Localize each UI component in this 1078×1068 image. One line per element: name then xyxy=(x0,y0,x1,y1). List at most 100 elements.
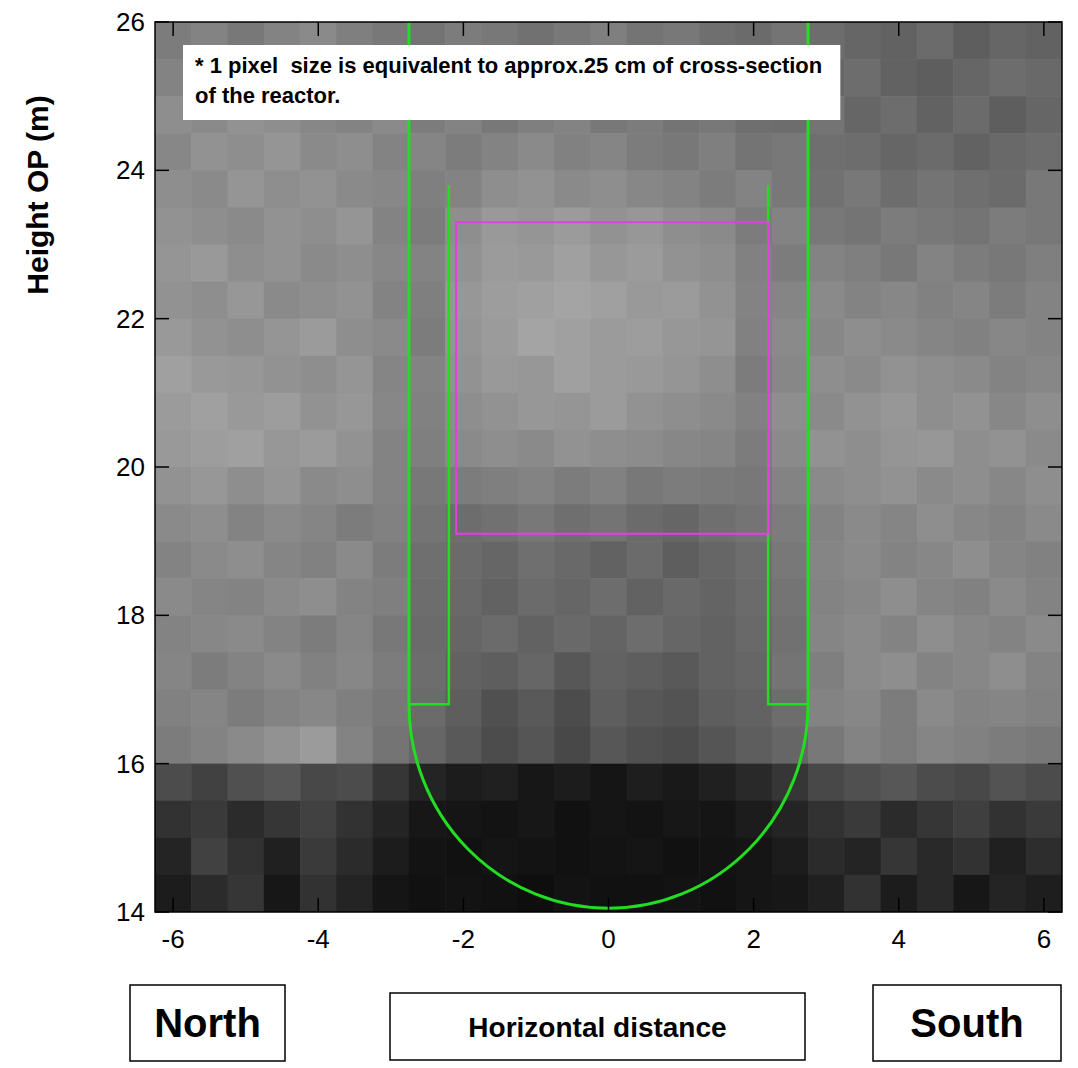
heatmap-cell xyxy=(881,615,918,653)
heatmap-cell xyxy=(590,170,627,208)
heatmap-cell xyxy=(228,541,265,579)
heatmap-cell xyxy=(627,504,664,542)
heatmap-cell xyxy=(917,245,954,283)
heatmap-cell xyxy=(554,393,591,431)
heatmap-cell xyxy=(264,356,301,394)
heatmap-cell xyxy=(989,652,1026,690)
heatmap-cell xyxy=(228,764,265,802)
heatmap-cell xyxy=(663,838,700,876)
heatmap-cell xyxy=(482,133,519,171)
heatmap-cell xyxy=(772,282,809,320)
heatmap-cell xyxy=(336,282,373,320)
heatmap-cell xyxy=(881,96,918,134)
heatmap-cell xyxy=(627,578,664,616)
heatmap-cell xyxy=(373,170,410,208)
y-tick-label: 20 xyxy=(116,452,145,482)
heatmap-cell xyxy=(409,764,446,802)
heatmap-cell xyxy=(155,467,192,505)
heatmap-cell xyxy=(772,690,809,728)
y-tick xyxy=(1048,318,1062,320)
heatmap-cell xyxy=(409,690,446,728)
heatmap-cell xyxy=(590,467,627,505)
x-tick-label: 6 xyxy=(1037,924,1051,954)
heatmap-cell xyxy=(917,170,954,208)
heatmap-cell xyxy=(336,875,373,912)
heatmap-cell xyxy=(627,319,664,357)
heatmap-cell xyxy=(482,282,519,320)
heatmap-cell xyxy=(228,690,265,728)
heatmap-cell xyxy=(228,282,265,320)
heatmap-cell xyxy=(228,615,265,653)
heatmap-cell xyxy=(953,282,990,320)
y-tick xyxy=(155,911,169,913)
heatmap-cell xyxy=(155,578,192,616)
heatmap-cell xyxy=(445,319,482,357)
heatmap-cell xyxy=(881,652,918,690)
heatmap-cell xyxy=(554,170,591,208)
heatmap-cell xyxy=(881,541,918,579)
heatmap-cell xyxy=(373,838,410,876)
heatmap-cell xyxy=(445,504,482,542)
heatmap-cell xyxy=(228,245,265,283)
heatmap-cell xyxy=(989,393,1026,431)
heatmap-cell xyxy=(336,133,373,171)
heatmap-cell xyxy=(264,393,301,431)
heatmap-cell xyxy=(772,430,809,468)
heatmap-cell xyxy=(1026,838,1062,876)
heatmap-cell xyxy=(772,764,809,802)
heatmap-cell xyxy=(373,245,410,283)
heatmap-cell xyxy=(844,319,881,357)
heatmap-cell xyxy=(155,801,192,839)
heatmap-cell xyxy=(264,133,301,171)
heatmap-cell xyxy=(772,393,809,431)
heatmap-cell xyxy=(373,133,410,171)
heatmap-cell xyxy=(627,838,664,876)
heatmap-cell xyxy=(300,319,337,357)
heatmap-cell xyxy=(300,764,337,802)
heatmap-cell xyxy=(264,615,301,653)
heatmap-cell xyxy=(445,245,482,283)
heatmap-cell xyxy=(917,96,954,134)
heatmap-cell xyxy=(482,578,519,616)
heatmap-cell xyxy=(808,282,845,320)
heatmap-cell xyxy=(735,615,772,653)
heatmap-cell xyxy=(191,282,228,320)
heatmap-cell xyxy=(808,690,845,728)
heatmap-cell xyxy=(445,356,482,394)
heatmap-cell xyxy=(699,801,736,839)
heatmap-cell xyxy=(772,245,809,283)
heatmap-cell xyxy=(844,356,881,394)
heatmap-cell xyxy=(1026,319,1062,357)
heatmap-cell xyxy=(445,875,482,912)
heatmap-cell xyxy=(336,801,373,839)
heatmap-cell xyxy=(554,615,591,653)
heatmap-cell xyxy=(482,838,519,876)
heatmap-cell xyxy=(699,764,736,802)
heatmap-cell xyxy=(735,393,772,431)
heatmap-cell xyxy=(482,801,519,839)
heatmap-cell xyxy=(445,690,482,728)
heatmap-cell xyxy=(989,690,1026,728)
heatmap-cell xyxy=(409,467,446,505)
heatmap-cell xyxy=(953,504,990,542)
y-axis-title: Height OP (m) xyxy=(21,95,54,294)
heatmap-cell xyxy=(1026,727,1062,765)
heatmap-cell xyxy=(735,467,772,505)
heatmap-cell xyxy=(808,356,845,394)
heatmap-cell xyxy=(663,764,700,802)
heatmap-cell xyxy=(518,690,555,728)
heatmap-cell xyxy=(300,282,337,320)
heatmap-cell xyxy=(336,356,373,394)
heatmap-cell xyxy=(264,764,301,802)
heatmap-cell xyxy=(445,727,482,765)
x-tick xyxy=(608,22,610,36)
heatmap-cell xyxy=(300,875,337,912)
heatmap-cell xyxy=(590,356,627,394)
heatmap-cell xyxy=(264,282,301,320)
x-tick-label: 4 xyxy=(892,924,906,954)
heatmap-cell xyxy=(228,875,265,912)
heatmap-cell xyxy=(627,690,664,728)
heatmap-cell xyxy=(699,207,736,245)
heatmap-cell xyxy=(518,541,555,579)
heatmap-cell xyxy=(1026,59,1062,97)
